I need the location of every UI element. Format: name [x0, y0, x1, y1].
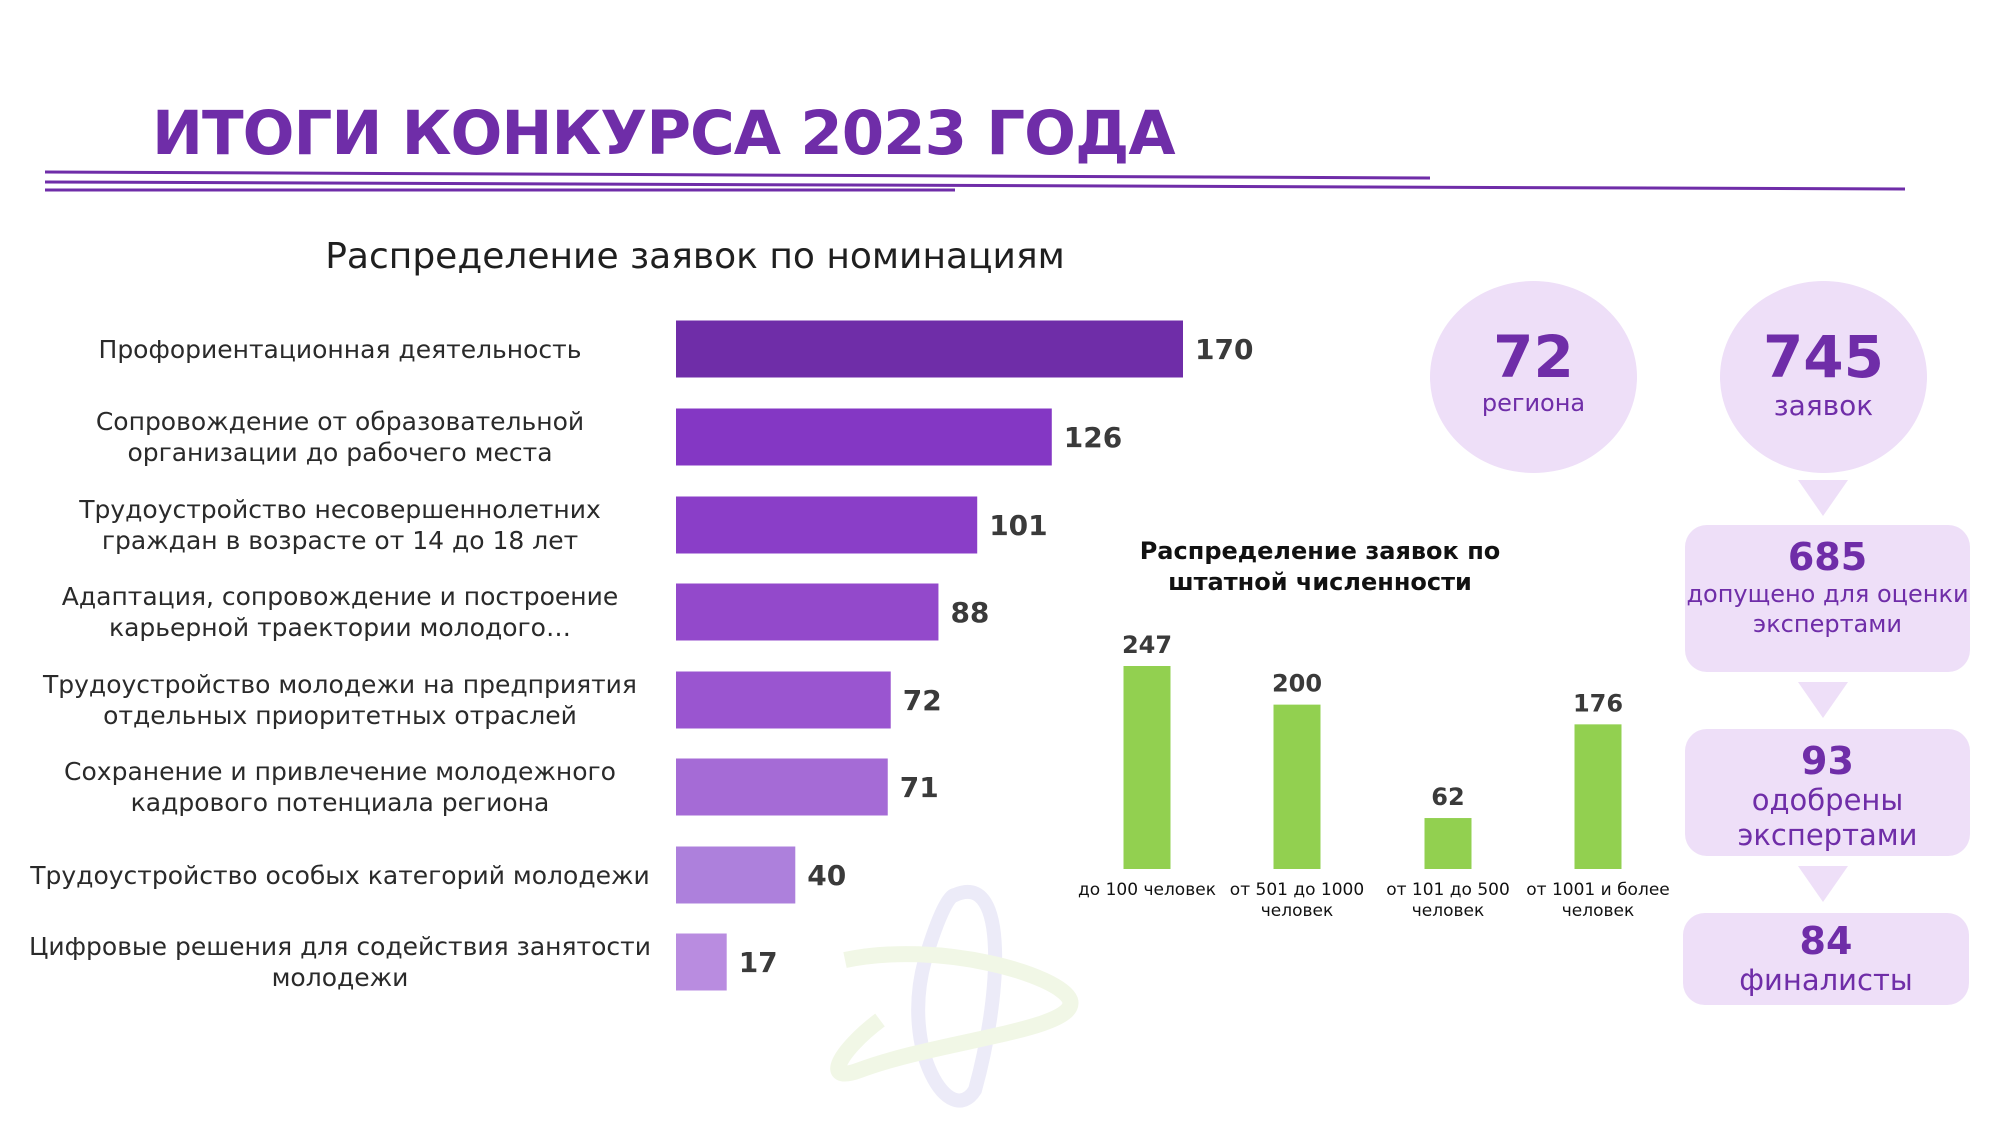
down-arrow-icon — [1798, 682, 1848, 718]
bar-value-label: 17 — [739, 946, 778, 979]
category-label: Сопровождение от образовательной организ… — [95, 407, 585, 467]
bar-value-label: 200 — [1272, 670, 1322, 698]
bar-value-label: 126 — [1064, 421, 1122, 454]
applications-label: заявок — [1773, 389, 1874, 422]
category-label: Трудоустройство особых категорий молодеж… — [30, 861, 650, 890]
staff-category-label: от 1001 и более человек — [1526, 880, 1670, 921]
finalists-stat: 84 финалисты — [1683, 913, 1969, 1005]
staff-category-label: до 100 человек — [1078, 880, 1216, 900]
category-label: Адаптация, сопровождение и построение ка… — [61, 582, 619, 642]
regions-stat: 72 региона — [1430, 281, 1637, 473]
admitted-label: допущено для оценки экспертами — [1686, 580, 1969, 638]
admitted-stat: 685 допущено для оценки экспертами — [1685, 525, 1970, 672]
admitted-count: 685 — [1787, 535, 1868, 579]
nominations-chart-title: Распределение заявок по номинациям — [325, 236, 1065, 277]
bar-value-label: 101 — [989, 509, 1047, 542]
bar-value-label: 40 — [807, 859, 846, 892]
bar-value-label: 72 — [903, 684, 942, 717]
bar — [1273, 704, 1321, 869]
category-label: Трудоустройство молодежи на предприятия … — [43, 670, 637, 730]
down-arrow-icon — [1798, 480, 1848, 516]
category-label: Профориентационная деятельность — [98, 335, 582, 364]
bar — [1574, 724, 1622, 869]
category-label: Сохранение и привлечение молодежного кад… — [64, 757, 616, 817]
regions-count: 72 — [1493, 323, 1574, 391]
applications-count: 745 — [1762, 323, 1885, 391]
approved-label: одобрены экспертами — [1737, 783, 1918, 852]
finalists-count: 84 — [1799, 919, 1853, 963]
bar — [676, 671, 891, 729]
category-label: Цифровые решения для содействия занятост… — [29, 932, 651, 992]
applications-stat: 745 заявок — [1720, 281, 1927, 473]
bar — [676, 496, 978, 554]
bar — [676, 408, 1052, 466]
bar — [676, 758, 888, 816]
page-title: ИТОГИ КОНКУРСА 2023 ГОДА — [152, 98, 1176, 169]
bar — [676, 583, 939, 641]
title-underline-decoration — [44, 170, 1906, 192]
bar — [1123, 666, 1171, 869]
down-arrow-icon — [1798, 866, 1848, 902]
bar-value-label: 170 — [1195, 333, 1253, 366]
staff-chart-title: Распределение заявок по штатной численно… — [1139, 537, 1501, 596]
approved-stat: 93 одобрены экспертами — [1685, 729, 1970, 856]
bar-value-label: 176 — [1573, 689, 1623, 717]
bar — [676, 320, 1183, 378]
bar-value-label: 247 — [1122, 631, 1172, 659]
finalists-label: финалисты — [1739, 963, 1913, 997]
approved-count: 93 — [1801, 739, 1854, 783]
regions-label: региона — [1481, 389, 1586, 417]
staff-category-label: от 501 до 1000 человек — [1229, 880, 1365, 921]
bar-value-label: 71 — [900, 771, 939, 804]
staff-category-label: от 101 до 500 человек — [1386, 880, 1510, 921]
bar-value-label: 62 — [1431, 783, 1464, 811]
bar — [676, 933, 727, 991]
bar — [676, 846, 796, 904]
bar-value-label: 88 — [950, 596, 989, 629]
bar — [1424, 818, 1472, 869]
category-label: Трудоустройство несовершеннолетних гражд… — [79, 495, 601, 555]
